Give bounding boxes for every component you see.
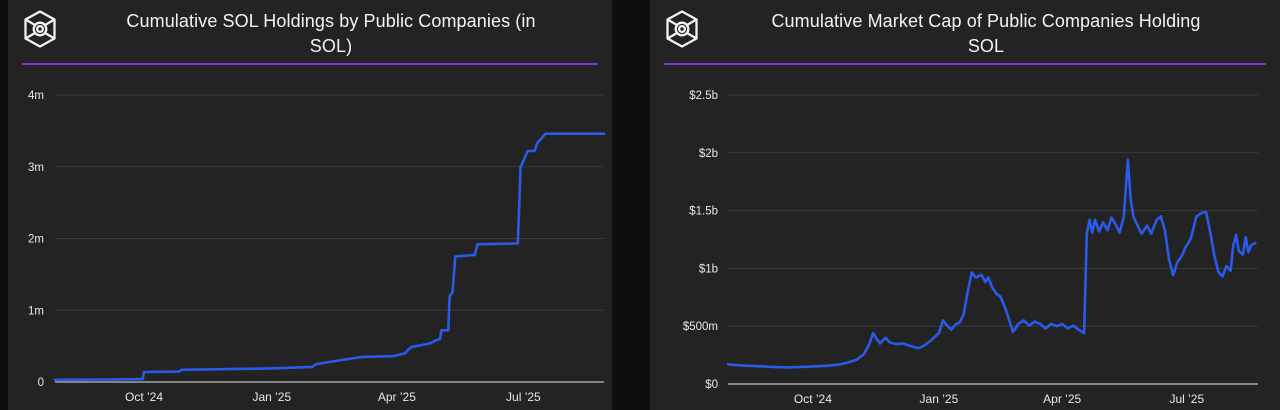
y-tick-label: $0 (705, 379, 718, 391)
y-tick-label: 3m (28, 162, 44, 174)
y-tick-label: $1.5b (689, 206, 718, 218)
y-tick-label: $1b (699, 263, 718, 275)
chart-header: Cumulative Market Cap of Public Companie… (650, 0, 1280, 59)
cube-logo-icon (24, 10, 56, 48)
market-cap-line-chart[interactable]: $2.5b $2b $1.5b $1b $500m $0 Oct ’24 Jan ’25 Apr… (650, 0, 1280, 410)
y-tick-label: 1m (28, 305, 44, 317)
y-tick-label: 4m (28, 90, 44, 102)
data-line (726, 158, 1257, 369)
x-tick-label: Jan ’25 (920, 392, 959, 406)
chart-title: Cumulative SOL Holdings by Public Compan… (126, 11, 536, 57)
x-tick-label: Jul ’25 (1169, 392, 1204, 406)
x-tick-label: Oct ’24 (794, 392, 832, 406)
y-tick-label: $2b (699, 148, 718, 160)
data-line (53, 132, 606, 382)
accent-divider (664, 63, 1266, 65)
x-tick-label: Oct ’24 (125, 390, 163, 404)
accent-divider (22, 63, 598, 65)
x-tick-label: Apr ’25 (1043, 392, 1081, 406)
cube-logo-icon (666, 10, 698, 48)
y-tick-label: 2m (28, 234, 44, 246)
chart-header: Cumulative SOL Holdings by Public Compan… (8, 0, 612, 59)
sol-holdings-line-chart[interactable]: 4m 3m 2m 1m 0 Oct ’24 Jan ’25 Apr ’25 Jul ’25 (8, 0, 612, 410)
y-tick-label: $2.5b (689, 90, 718, 102)
y-tick-label: $500m (683, 321, 718, 333)
x-tick-label: Jul ’25 (506, 390, 541, 404)
chart-card-sol-holdings: Cumulative SOL Holdings by Public Compan… (8, 0, 612, 410)
chart-title: Cumulative Market Cap of Public Companie… (771, 11, 1201, 57)
x-tick-label: Jan ’25 (252, 390, 291, 404)
y-tick-label: 0 (38, 377, 44, 389)
x-tick-label: Apr ’25 (378, 390, 416, 404)
chart-card-market-cap: Cumulative Market Cap of Public Companie… (650, 0, 1280, 410)
